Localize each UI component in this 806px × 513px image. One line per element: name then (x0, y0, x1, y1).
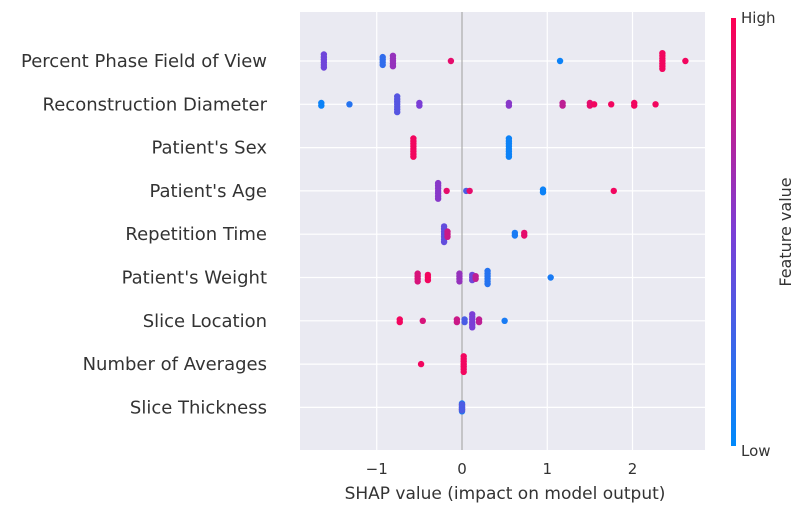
feature-label: Percent Phase Field of View (21, 51, 267, 72)
shap-point (417, 360, 425, 368)
shap-point (389, 62, 397, 70)
shap-point (659, 65, 666, 73)
shap-point (472, 275, 479, 282)
shap-point (559, 102, 566, 109)
shap-point (539, 189, 547, 196)
feature-labels: Percent Phase Field of View Reconstructio… (21, 51, 268, 418)
shap-point (434, 195, 442, 202)
shap-point (444, 233, 451, 240)
feature-label: Reconstruction Diameter (43, 94, 268, 115)
shap-point (443, 187, 450, 195)
feature-label: Patient's Age (149, 181, 267, 202)
shap-point (466, 187, 473, 195)
shap-point (556, 57, 564, 65)
shap-point (456, 278, 463, 285)
feature-label: Slice Thickness (130, 397, 267, 418)
plot-area (300, 12, 705, 450)
colorbar-high-label: High (741, 9, 775, 27)
shap-point (318, 102, 325, 109)
shap-point (484, 280, 491, 288)
shap-point (608, 101, 615, 108)
shap-point (505, 153, 513, 160)
shap-point (460, 368, 467, 376)
shap-point (416, 102, 423, 109)
shap-point (461, 318, 468, 326)
shap-point (521, 232, 528, 239)
feature-label: Slice Location (143, 311, 267, 332)
shap-point (652, 101, 659, 108)
shap-point (453, 318, 461, 326)
shap-point (475, 318, 483, 326)
shap-point (547, 274, 554, 281)
shap-point (320, 64, 328, 71)
shap-point (410, 153, 417, 160)
shap-point (396, 318, 403, 326)
x-axis-title: SHAP value (impact on model output) (345, 484, 666, 504)
shap-point (682, 57, 689, 65)
shap-point (414, 278, 421, 285)
shap-point (631, 102, 638, 109)
shap-point (501, 317, 508, 324)
grid-lines (300, 12, 705, 450)
shap-point (419, 317, 426, 324)
shap-point (590, 101, 598, 108)
feature-label: Patient's Sex (151, 138, 267, 159)
shap-point (424, 276, 432, 284)
x-axis-ticks: −1 0 1 2 (366, 460, 638, 478)
colorbar-title: Feature value (776, 177, 795, 286)
x-tick-label: 2 (628, 460, 638, 478)
x-tick-label: 1 (542, 460, 552, 478)
colorbar-low-label: Low (741, 442, 771, 460)
feature-label: Patient's Weight (122, 268, 267, 289)
shap-point (458, 406, 466, 414)
shap-point (394, 108, 401, 116)
shap-point (447, 57, 455, 65)
colorbar (731, 18, 736, 446)
shap-point (379, 61, 386, 69)
x-tick-label: 0 (457, 460, 467, 478)
data-points (318, 50, 689, 415)
x-tick-label: −1 (366, 460, 388, 478)
shap-point (505, 102, 513, 109)
shap-point (346, 101, 353, 108)
shap-point (440, 238, 448, 246)
feature-label: Repetition Time (125, 224, 267, 245)
shap-point (469, 324, 476, 331)
feature-label: Number of Averages (83, 354, 267, 375)
shap-point (511, 232, 519, 239)
shap-point (610, 187, 617, 195)
